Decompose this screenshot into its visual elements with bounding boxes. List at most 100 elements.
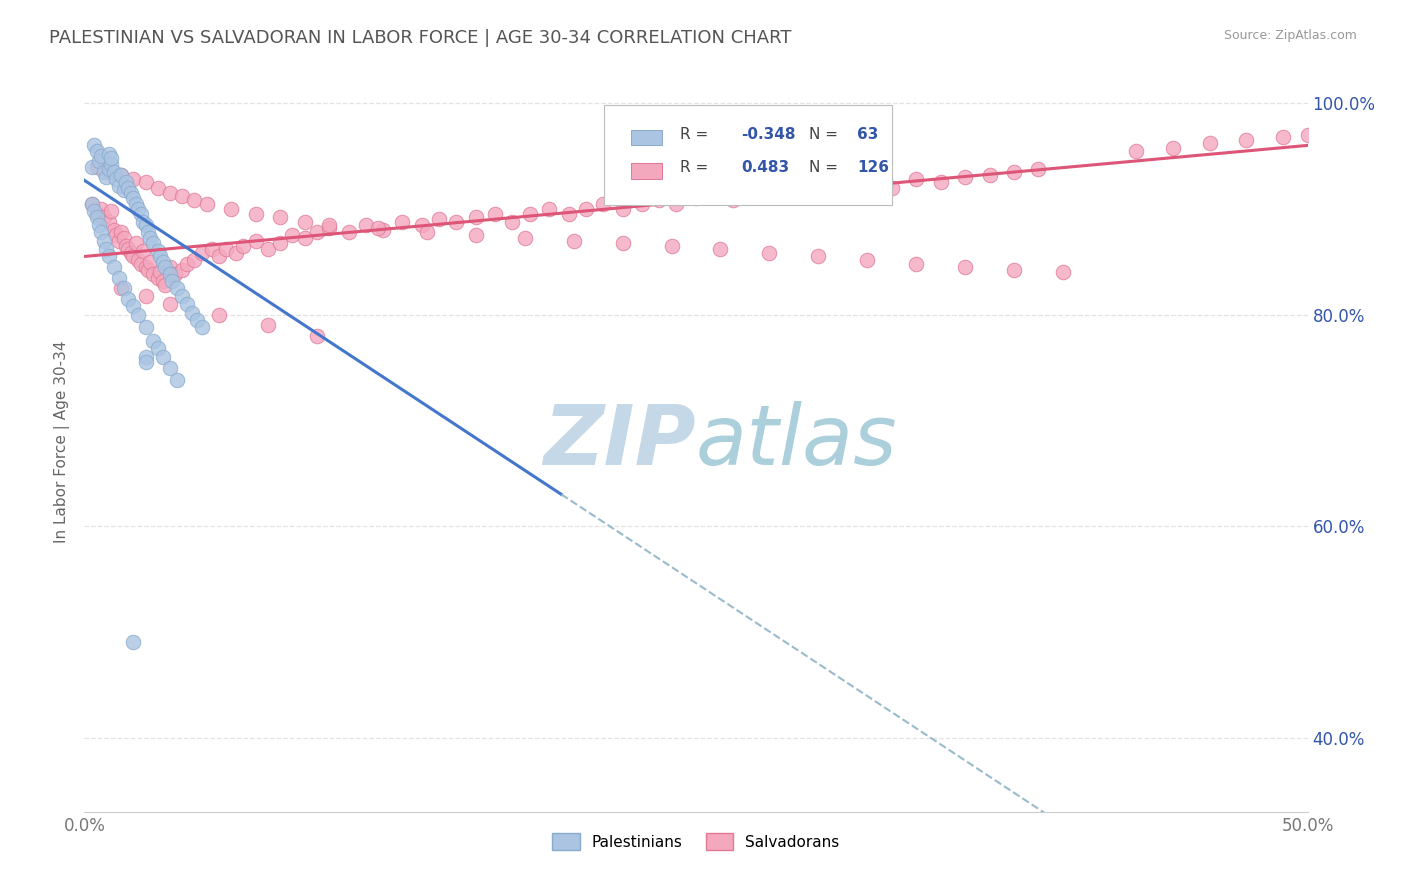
Point xyxy=(146,180,169,194)
Text: PALESTINIAN VS SALVADORAN IN LABOR FORCE | AGE 30-34 CORRELATION CHART: PALESTINIAN VS SALVADORAN IN LABOR FORCE… xyxy=(49,29,792,46)
Point xyxy=(575,202,598,216)
Point xyxy=(105,172,128,186)
Point xyxy=(103,165,125,179)
Point xyxy=(416,225,439,239)
Point xyxy=(305,225,328,239)
Point xyxy=(371,223,394,237)
Point xyxy=(87,218,110,232)
Text: -0.348: -0.348 xyxy=(741,127,796,142)
Point xyxy=(142,235,165,250)
Point xyxy=(86,160,108,174)
Point xyxy=(245,234,267,248)
Text: atlas: atlas xyxy=(696,401,897,482)
Point xyxy=(122,635,145,649)
Point xyxy=(704,189,727,203)
Point xyxy=(281,228,304,243)
Point xyxy=(538,202,561,216)
Point xyxy=(367,220,389,235)
Point xyxy=(612,202,634,216)
Point xyxy=(146,244,169,259)
Point xyxy=(87,154,110,169)
Point xyxy=(1272,130,1295,145)
Point xyxy=(929,175,952,190)
Point xyxy=(96,242,118,256)
Point xyxy=(93,234,115,248)
Point xyxy=(97,146,120,161)
FancyBboxPatch shape xyxy=(631,130,662,145)
Point xyxy=(208,308,231,322)
Point xyxy=(232,239,254,253)
Point xyxy=(159,268,181,282)
Point xyxy=(159,360,181,375)
Point xyxy=(132,244,155,259)
Point xyxy=(159,186,181,200)
Point xyxy=(129,207,152,221)
Point xyxy=(318,220,340,235)
Point xyxy=(153,278,176,293)
Point xyxy=(159,297,181,311)
Point xyxy=(1052,265,1074,279)
Point xyxy=(127,252,149,267)
Point xyxy=(142,268,165,282)
Point xyxy=(294,214,316,228)
Point xyxy=(149,265,172,279)
Y-axis label: In Labor Force | Age 30-34: In Labor Force | Age 30-34 xyxy=(55,340,70,543)
Point xyxy=(125,235,148,250)
Point xyxy=(162,274,184,288)
Point xyxy=(631,196,654,211)
Point xyxy=(139,254,162,268)
Point xyxy=(464,228,486,243)
Text: 0.483: 0.483 xyxy=(741,160,789,175)
Point xyxy=(219,202,242,216)
Point xyxy=(127,202,149,216)
Point xyxy=(1236,133,1258,147)
Point xyxy=(709,242,731,256)
Point xyxy=(135,260,157,274)
Point xyxy=(783,183,806,197)
Point xyxy=(208,250,231,264)
Point xyxy=(305,328,328,343)
Point xyxy=(685,191,707,205)
Point xyxy=(97,161,120,176)
Point xyxy=(153,260,176,274)
Point xyxy=(97,250,120,264)
Point xyxy=(127,308,149,322)
Point xyxy=(90,202,112,216)
Point xyxy=(513,231,536,245)
Point xyxy=(107,234,129,248)
Point xyxy=(100,151,122,165)
Point xyxy=(115,175,138,190)
Point xyxy=(83,138,105,153)
Point xyxy=(176,257,198,271)
Point xyxy=(122,250,145,264)
FancyBboxPatch shape xyxy=(631,163,662,178)
Text: ZIP: ZIP xyxy=(543,401,696,482)
Point xyxy=(953,260,976,274)
Point xyxy=(444,214,467,228)
FancyBboxPatch shape xyxy=(605,104,891,204)
Point xyxy=(1002,165,1025,179)
Point xyxy=(136,225,159,239)
Point xyxy=(1296,128,1319,142)
Point xyxy=(135,175,157,190)
Point xyxy=(96,170,118,185)
Text: R =: R = xyxy=(681,127,713,142)
Point xyxy=(648,194,671,208)
Point xyxy=(427,212,450,227)
Point xyxy=(1125,144,1147,158)
Point xyxy=(191,320,214,334)
Point xyxy=(318,218,340,232)
Point xyxy=(1028,161,1050,176)
Point xyxy=(166,281,188,295)
Point xyxy=(484,207,506,221)
Point xyxy=(112,281,135,295)
Point xyxy=(257,242,280,256)
Point xyxy=(166,373,188,387)
Point xyxy=(152,274,174,288)
Point xyxy=(135,218,157,232)
Point xyxy=(110,168,132,182)
Point xyxy=(391,214,413,228)
Point xyxy=(132,214,155,228)
Point xyxy=(183,252,205,267)
Point xyxy=(149,250,172,264)
